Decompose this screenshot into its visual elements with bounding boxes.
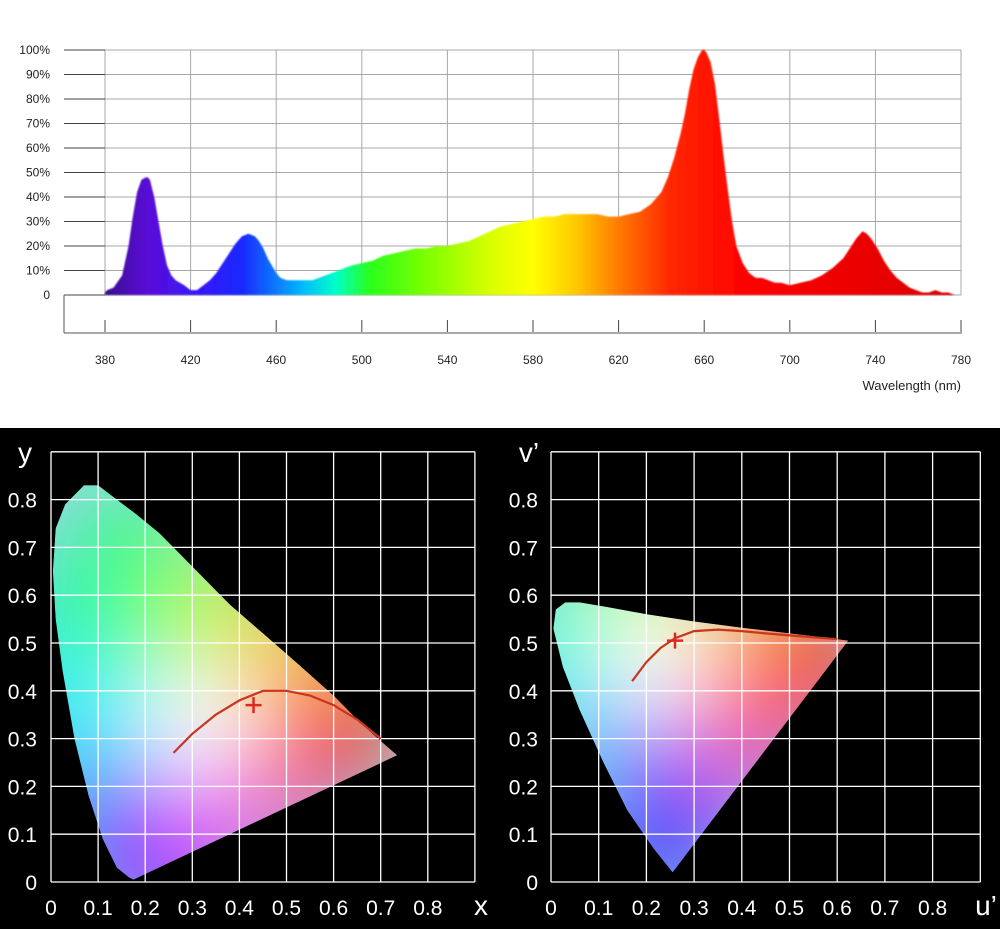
cie-xy-chromaticity-diagram: 0 0.1 0.2 0.3 0.4 0.5 0.6 0.7 0.8 00.10.20.30.40… xyxy=(8,437,488,921)
y-tick-label: 10% xyxy=(26,264,50,278)
uv-x-tick-label: 0.2 xyxy=(632,897,661,920)
x-tick-label: 460 xyxy=(266,353,286,367)
spectrum-axes xyxy=(63,49,962,334)
uv-x-tick-label: 0.6 xyxy=(823,897,852,920)
uv-x-tick-label: 0.7 xyxy=(870,897,899,920)
uv-x-tick-label: 0.3 xyxy=(679,897,708,920)
x-tick-label: 700 xyxy=(780,353,800,367)
x-tick-label: 620 xyxy=(609,353,629,367)
x-tick-label: 780 xyxy=(951,353,971,367)
xy-x-tick-label: 0.5 xyxy=(272,897,301,920)
xy-y-tick-label: 0.8 xyxy=(8,490,37,513)
xy-y-tick-label: 0 xyxy=(25,872,37,895)
xy-x-tick-label: 0.7 xyxy=(366,897,395,920)
xy-x-tick-label: 0.2 xyxy=(131,897,160,920)
uv-x-tick-label: 0.5 xyxy=(775,897,804,920)
x-tick-label: 540 xyxy=(437,353,457,367)
uv-color-blob xyxy=(595,602,716,723)
y-tick-label: 40% xyxy=(26,190,50,204)
y-tick-label: 30% xyxy=(26,215,50,229)
uv-y-tick-label: 0.1 xyxy=(509,824,538,847)
y-tick-label: 100% xyxy=(19,43,50,57)
x-tick-label: 580 xyxy=(523,353,543,367)
xy-y-tick-label: 0.6 xyxy=(8,585,37,608)
xy-x-tick-label: 0.1 xyxy=(83,897,112,920)
xy-planckian-locus xyxy=(172,689,382,754)
uv-x-axis-title: u’ xyxy=(975,890,997,921)
cie-uv-chromaticity-diagram: 0 0.1 0.2 0.3 0.4 0.5 0.6 0.7 0.8 00.10.20.30.40… xyxy=(509,437,997,921)
xy-y-tick-label: 0.4 xyxy=(8,681,38,704)
uv-gridlines xyxy=(550,451,981,883)
chromaticity-panels: 0 0.1 0.2 0.3 0.4 0.5 0.6 0.7 0.8 0 0.1 0.2 0.3 0.4 0… xyxy=(0,428,1000,929)
y-tick-label: 0 xyxy=(43,288,50,302)
uv-planckian-locus xyxy=(631,628,838,682)
uv-y-tick-label: 0.4 xyxy=(509,681,539,704)
xy-y-tick-label: 0.3 xyxy=(8,729,37,752)
uv-x-tick-label: 0.4 xyxy=(727,897,757,920)
y-tick-label: 90% xyxy=(26,68,50,82)
xy-y-tick-label: 0.1 xyxy=(8,824,37,847)
uv-y-tick-label: 0.6 xyxy=(509,585,538,608)
xy-y-tick-label: 0.5 xyxy=(8,633,37,656)
y-tick-label: 60% xyxy=(26,141,50,155)
uv-y-tick-label: 0.5 xyxy=(509,633,538,656)
uv-x-tick-labels: 0 0.1 0.2 0.3 0.4 0.5 0.6 0.7 0.8 xyxy=(545,897,947,920)
xy-x-tick-labels: 0 0.1 0.2 0.3 0.4 0.5 0.6 0.7 0.8 xyxy=(45,897,442,920)
uv-color-blob xyxy=(753,602,849,713)
xy-x-axis-title: x xyxy=(474,890,488,921)
xy-x-tick-label: 0.6 xyxy=(319,897,348,920)
percent-tick-labels: 0 10% 20% 30% 40% 50% 60% 70% 80% 90% 100% xyxy=(19,43,50,302)
xy-y-tick-label: 0.2 xyxy=(8,776,37,799)
xy-chromaticity-point-marker xyxy=(245,697,262,714)
x-axis-title: Wavelength (nm) xyxy=(863,378,962,393)
xy-y-tick-label: 0.7 xyxy=(8,537,37,560)
xy-x-tick-label: 0.3 xyxy=(178,897,207,920)
x-tick-label: 500 xyxy=(352,353,372,367)
uv-x-tick-label: 0.8 xyxy=(918,897,947,920)
xy-x-tick-label: 0.8 xyxy=(413,897,442,920)
x-tick-label: 380 xyxy=(95,353,115,367)
xy-gamut-fill xyxy=(52,485,398,880)
uv-y-tick-labels: 0 0.1 0.2 0.3 0.4 0.5 0.6 0.7 0.8 xyxy=(509,490,539,895)
x-tick-label: 420 xyxy=(181,353,201,367)
spectrum-gridlines xyxy=(104,49,962,296)
wavelength-tick-labels: 380 420 460 500 540 580 620 660 700 740 780 xyxy=(95,353,971,367)
y-tick-label: 70% xyxy=(26,117,50,131)
uv-y-tick-label: 0.2 xyxy=(509,776,538,799)
uv-y-tick-label: 0.7 xyxy=(509,537,538,560)
x-tick-label: 660 xyxy=(694,353,714,367)
uv-x-tick-label: 0.1 xyxy=(584,897,613,920)
uv-x-tick-label: 0 xyxy=(545,897,557,920)
y-tick-label: 50% xyxy=(26,166,50,180)
spectrum-area xyxy=(105,50,961,295)
xy-y-tick-labels: 0 0.1 0.2 0.3 0.4 0.5 0.6 0.7 0.8 xyxy=(8,490,38,895)
x-tick-label: 740 xyxy=(865,353,885,367)
uv-y-tick-label: 0.8 xyxy=(509,490,538,513)
xy-gamut-colors xyxy=(52,487,398,880)
uv-chromaticity-point-marker xyxy=(667,632,684,649)
spectral-power-chart: 380 420 460 500 540 580 620 660 700 740 780 0 10% 20… xyxy=(19,43,971,393)
y-tick-label: 80% xyxy=(26,92,50,106)
xy-color-blob xyxy=(141,664,262,785)
xy-gridlines xyxy=(50,451,476,883)
xy-y-axis-title: y xyxy=(18,437,32,468)
uv-y-axis-title: v’ xyxy=(519,437,539,468)
uv-y-tick-label: 0 xyxy=(526,872,538,895)
xy-gamut-region xyxy=(52,485,398,880)
xy-x-tick-label: 0 xyxy=(45,897,57,920)
uv-y-tick-label: 0.3 xyxy=(509,729,538,752)
y-tick-label: 20% xyxy=(26,239,50,253)
xy-x-tick-label: 0.4 xyxy=(225,897,255,920)
